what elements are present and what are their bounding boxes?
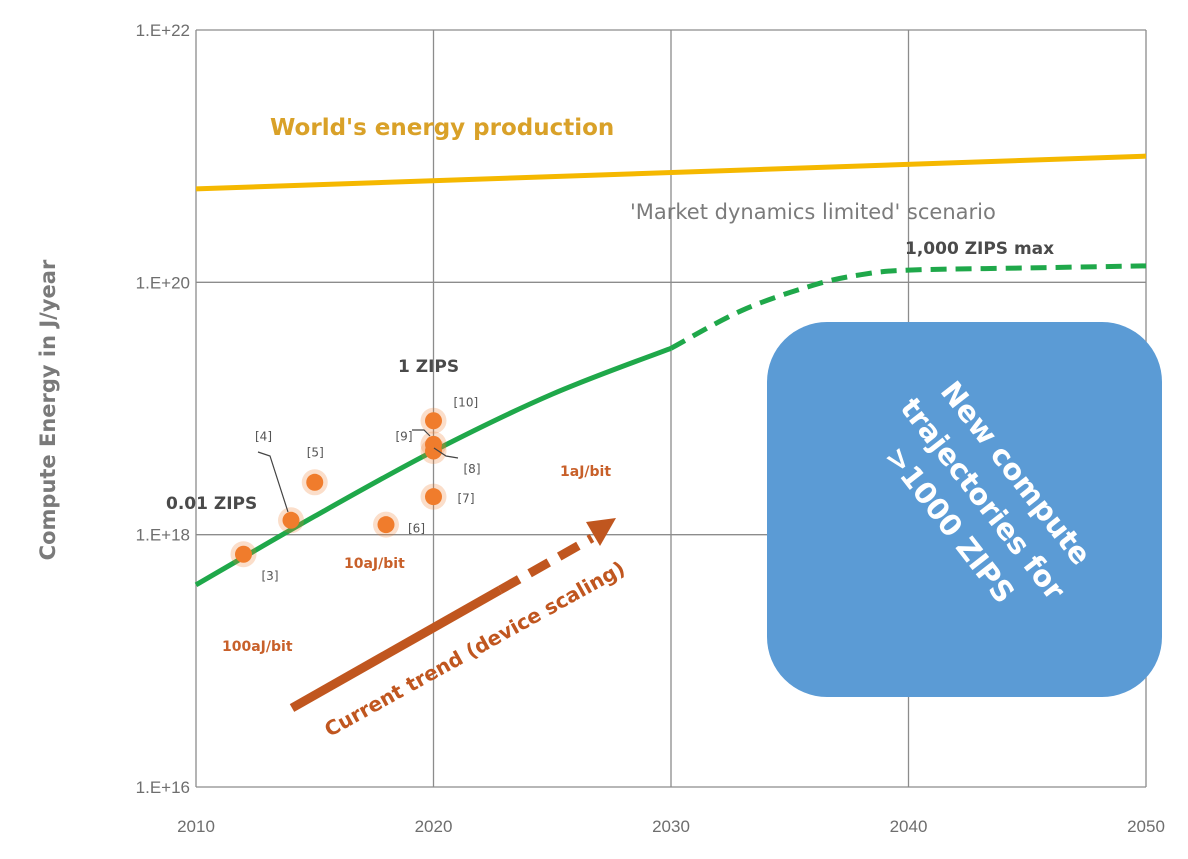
data-point [306, 473, 324, 491]
data-point-label: [8] [464, 462, 481, 476]
data-point-label: [5] [307, 445, 324, 459]
aj-1-label: 1aJ/bit [560, 464, 611, 480]
x-tick-2040: 2040 [890, 817, 928, 836]
ref-8-leader [433, 447, 459, 459]
aj-100-label: 100aJ/bit [222, 639, 293, 655]
aj-10-label: 10aJ/bit [344, 556, 405, 572]
ref-9-leader [412, 429, 431, 437]
zips-001-label: 0.01 ZIPS [166, 494, 257, 514]
new-trajectories-box [767, 322, 1162, 697]
y-axis-ticks: 1.E+16 1.E+18 1.E+20 1.E+22 [136, 21, 190, 797]
current-trend-arrow [289, 518, 616, 712]
trend-arrow-solid [289, 586, 503, 712]
data-point-label: [6] [408, 522, 425, 536]
data-point-label: [7] [458, 492, 475, 506]
x-tick-2050: 2050 [1127, 817, 1165, 836]
data-point [235, 545, 252, 563]
y-axis-label: Compute Energy in J/year [36, 259, 60, 560]
x-tick-2020: 2020 [415, 817, 453, 836]
y-tick-1.E+18: 1.E+18 [136, 526, 190, 545]
y-tick-1.E+16: 1.E+16 [136, 778, 190, 797]
data-point-label: [10] [454, 396, 479, 410]
zips-1-label: 1 ZIPS [398, 357, 459, 377]
y-tick-1.E+22: 1.E+22 [136, 21, 190, 40]
data-point [425, 435, 442, 453]
data-point-label: [4] [255, 429, 272, 443]
data-point [425, 488, 442, 506]
world-energy-label: World's energy production [270, 115, 614, 141]
x-tick-2010: 2010 [177, 817, 215, 836]
x-tick-2030: 2030 [652, 817, 690, 836]
data-point [377, 516, 395, 534]
x-axis-ticks: 2010 2020 2030 2040 2050 [177, 817, 1165, 836]
series-line-2 [669, 263, 1147, 351]
data-point [425, 412, 442, 430]
ref-4-leader [257, 451, 289, 513]
series-line-0 [195, 153, 1147, 192]
trend-label: Current trend (device scaling) [320, 556, 629, 742]
data-point-label: [9] [396, 429, 413, 443]
data-point [282, 511, 300, 529]
trend-arrow-head [586, 518, 616, 546]
data-point-label: [3] [262, 569, 279, 583]
trend-arrow-dashed [497, 534, 595, 594]
zips-max-label: 1,000 ZIPS max [905, 239, 1054, 259]
data-points: [3] [4] [5] [6] [7] [8] [9] [10] [230, 396, 481, 583]
market-scenario-label: 'Market dynamics limited' scenario [630, 200, 996, 224]
y-tick-1.E+20: 1.E+20 [136, 273, 190, 292]
